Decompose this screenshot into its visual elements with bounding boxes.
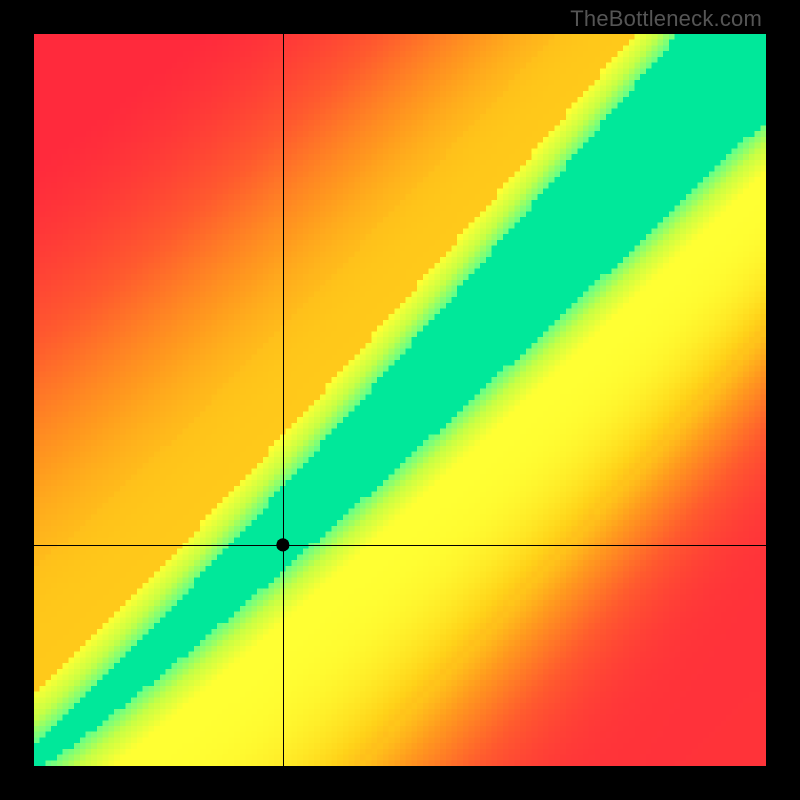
overlay-canvas: [34, 34, 766, 766]
chart-container: TheBottleneck.com: [0, 0, 800, 800]
watermark-label: TheBottleneck.com: [570, 6, 762, 32]
